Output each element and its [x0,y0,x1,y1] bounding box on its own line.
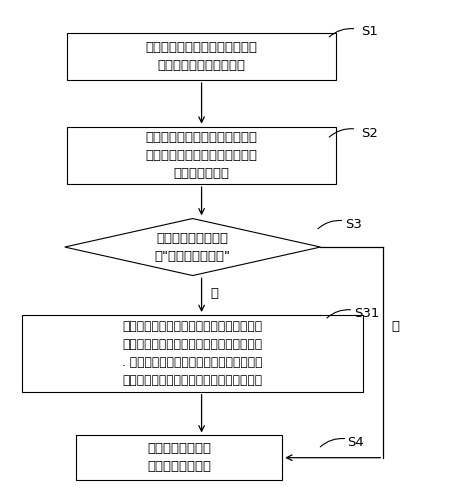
Text: 根据所述包头信息及标签信息在
第一级流表中进行查找、以匹配
相对应的流行为: 根据所述包头信息及标签信息在 第一级流表中进行查找、以匹配 相对应的流行为 [146,131,258,180]
FancyBboxPatch shape [67,127,336,184]
Text: S2: S2 [361,127,378,140]
Text: 判断所述流行为是否
为"发往第二级流表": 判断所述流行为是否 为"发往第二级流表" [154,231,231,263]
Text: 根据所述流行为相
应地处理所述报文: 根据所述流行为相 应地处理所述报文 [147,442,211,473]
Text: 则为所述报文入端口映另一个内部端口，并
通过芯片的环回通道将报文送到芯片的入口
. 此时内部端口作为入端口解析报文并在第
二级流表中进行查找，匹配相对应的流行为: 则为所述报文入端口映另一个内部端口，并 通过芯片的环回通道将报文送到芯片的入口 … [122,320,263,387]
Text: S4: S4 [347,436,364,450]
Text: S31: S31 [354,307,379,321]
Text: 是: 是 [211,287,218,300]
FancyBboxPatch shape [22,315,363,392]
FancyBboxPatch shape [76,435,282,480]
Text: S3: S3 [345,218,362,231]
Text: 接收并解析报文、获取包头信息
及报文入端口的标签信息: 接收并解析报文、获取包头信息 及报文入端口的标签信息 [146,41,258,72]
FancyBboxPatch shape [67,33,336,80]
Text: 否: 否 [391,320,399,333]
Polygon shape [65,219,320,276]
Text: S1: S1 [361,25,378,38]
